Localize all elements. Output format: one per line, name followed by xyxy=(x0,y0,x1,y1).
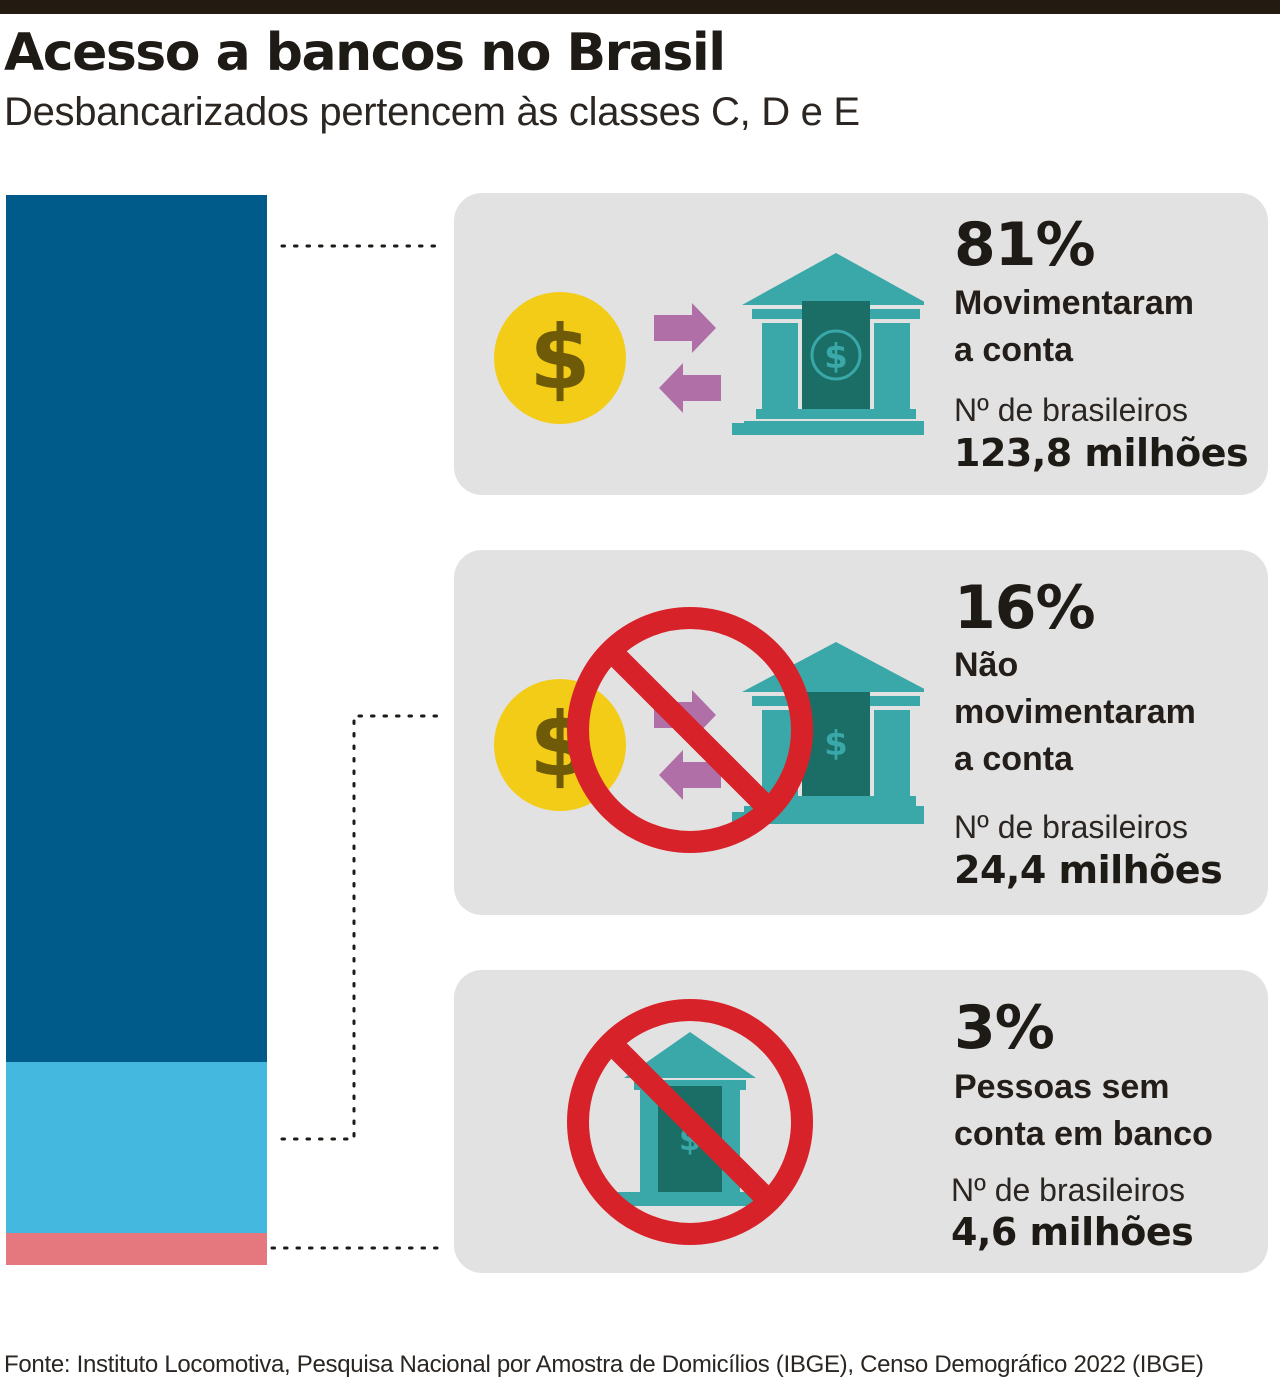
bar-segment-no-account xyxy=(6,1232,267,1265)
count-label: Nº de brasileiros xyxy=(954,809,1188,845)
coin-icon xyxy=(494,292,626,424)
dollar-sign: $ xyxy=(529,306,590,409)
source-note: Fonte: Instituto Locomotiva, Pesquisa Na… xyxy=(4,1351,1204,1378)
leader-line-16 xyxy=(280,714,448,1141)
percent-value: 3% xyxy=(954,993,1055,1063)
bank-icon: $ xyxy=(732,253,924,435)
card-label-line: movimentaram xyxy=(954,693,1196,731)
leader-lines xyxy=(270,244,448,1250)
card-label-line: a conta xyxy=(954,740,1074,778)
stacked-bar xyxy=(6,195,267,1265)
card-moved-account: $ $ 81% Movimentaram a conta Nº de brasi… xyxy=(454,193,1268,495)
arrow-left-icon xyxy=(659,363,721,413)
arrow-left-icon xyxy=(659,750,721,800)
arrow-right-icon xyxy=(654,303,716,353)
prohibited-icon xyxy=(567,607,813,853)
count-label: Nº de brasileiros xyxy=(951,1172,1185,1208)
top-rule xyxy=(0,0,1280,14)
svg-text:$: $ xyxy=(824,724,848,764)
chart-subtitle: Desbancarizados pertencem às classes C, … xyxy=(4,90,860,134)
count-value: 4,6 milhões xyxy=(951,1210,1194,1254)
prohibited-icon xyxy=(567,999,813,1245)
card-label-line: a conta xyxy=(954,331,1074,369)
card-label-line: conta em banco xyxy=(954,1115,1213,1153)
percent-value: 16% xyxy=(954,573,1096,643)
card-label-line: Movimentaram xyxy=(954,284,1194,322)
bar-segment-did-not-move xyxy=(6,1061,267,1233)
count-label: Nº de brasileiros xyxy=(954,392,1188,428)
svg-text:$: $ xyxy=(824,337,848,377)
percent-value: 81% xyxy=(954,210,1096,280)
coin-arrows-bank-icon: $ $ xyxy=(494,253,924,435)
card-no-account: $ 3% Pessoas sem conta em banco Nº de br… xyxy=(454,970,1268,1273)
count-value: 24,4 milhões xyxy=(954,848,1223,892)
card-label-line: Pessoas sem xyxy=(954,1068,1170,1106)
bar-segment-moved-account xyxy=(6,195,267,1062)
prohibited-bank-icon: $ xyxy=(567,999,813,1245)
card-did-not-move: $ $ 16% Não movimentaram a conta Nº de b… xyxy=(454,550,1268,915)
prohibited-transfer-icon: $ $ xyxy=(494,607,924,853)
card-label-line: Não xyxy=(954,646,1019,684)
chart-title: Acesso a bancos no Brasil xyxy=(4,23,726,83)
count-value: 123,8 milhões xyxy=(954,431,1249,475)
